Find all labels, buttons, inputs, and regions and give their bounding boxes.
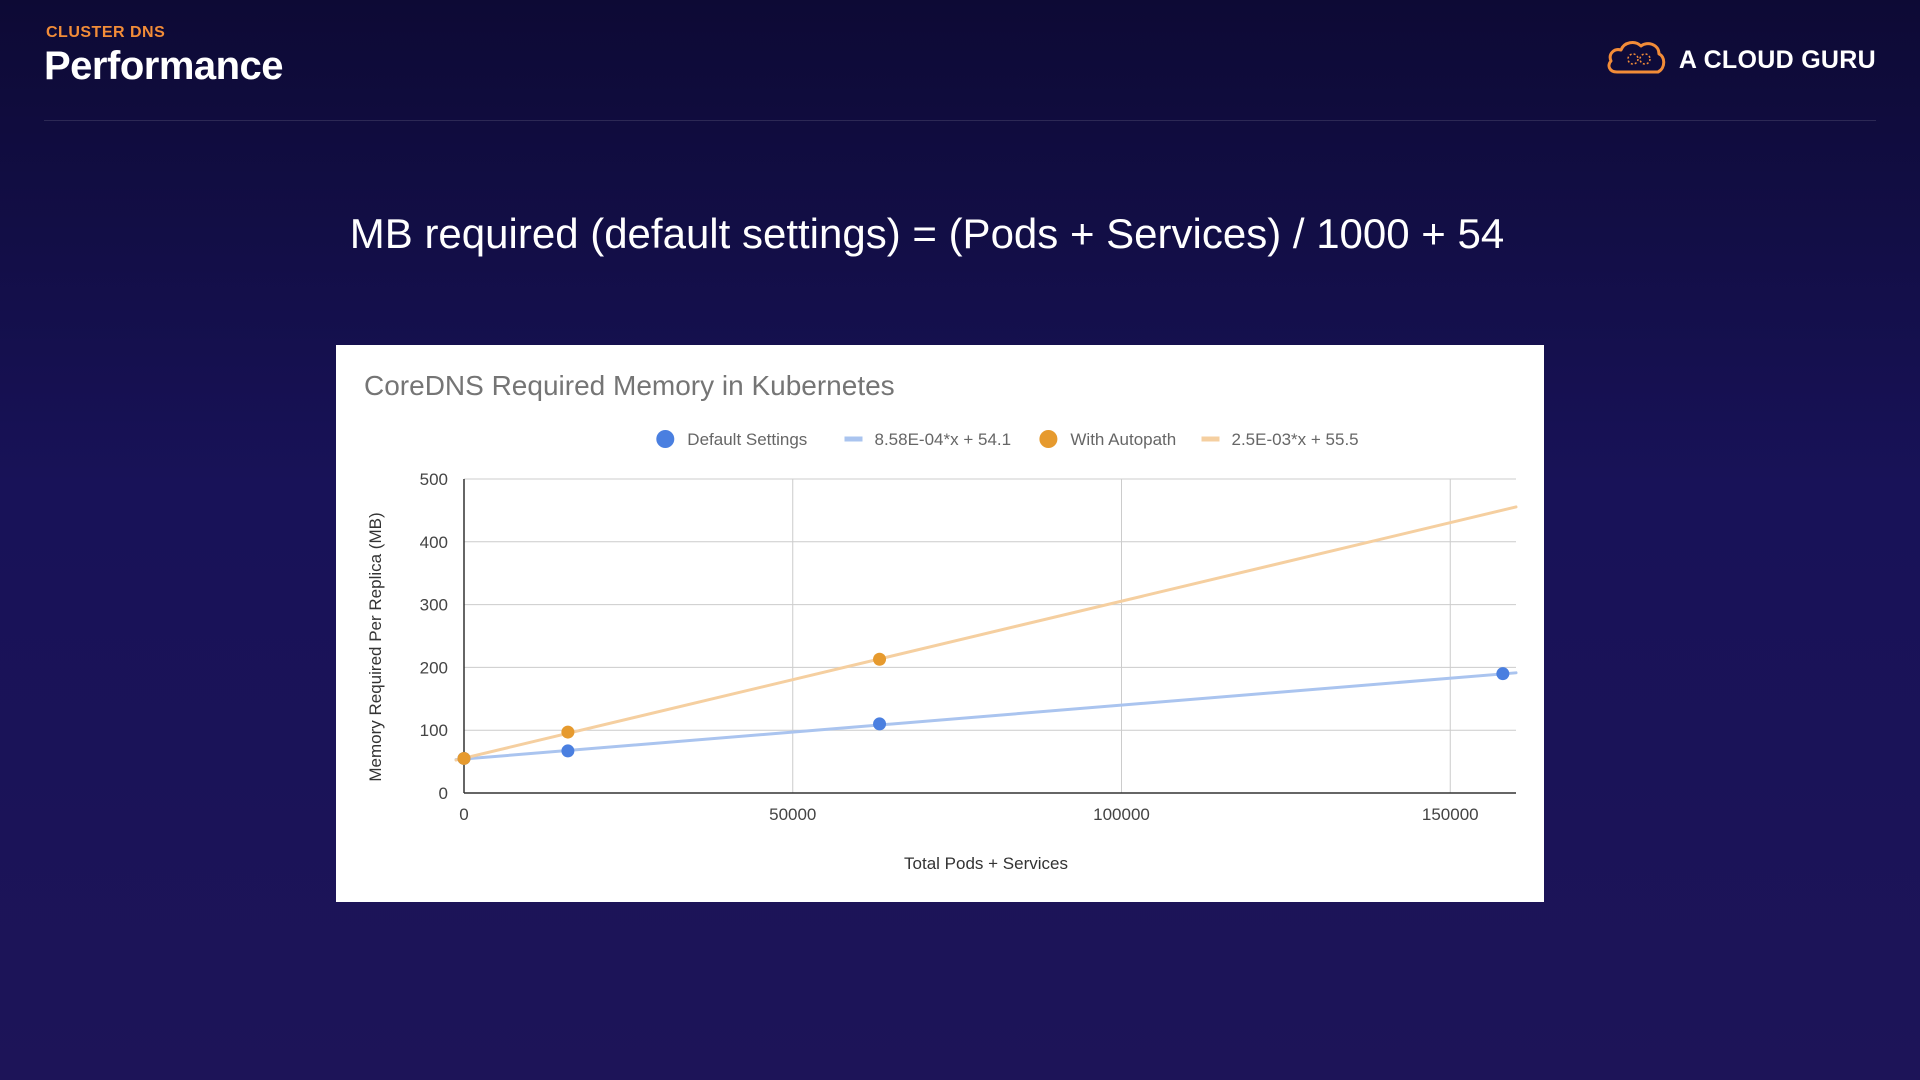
y-tick-label: 200 xyxy=(420,658,448,677)
chart-legend: Default Settings 8.58E-04*x + 54.1 With Au… xyxy=(656,430,1359,449)
trendline xyxy=(454,671,1518,762)
chart-trendlines xyxy=(454,505,1518,762)
x-axis-label: Total Pods + Services xyxy=(904,854,1068,873)
cloud-icon xyxy=(1605,38,1667,83)
x-tick-label: 0 xyxy=(459,805,468,824)
x-tick-label: 100000 xyxy=(1093,805,1150,824)
data-point xyxy=(457,751,471,765)
data-point xyxy=(873,652,887,666)
y-tick-label: 500 xyxy=(420,470,448,489)
x-tick-label: 50000 xyxy=(769,805,816,824)
chart-card: CoreDNS Required Memory in Kubernetes De… xyxy=(336,345,1544,902)
chart-points xyxy=(457,652,1510,765)
y-tick-label: 100 xyxy=(420,721,448,740)
legend-marker xyxy=(656,430,675,448)
legend-label: 8.58E-04*x + 54.1 xyxy=(875,430,1012,449)
y-tick-label: 0 xyxy=(439,784,448,803)
legend-marker xyxy=(1039,430,1058,448)
chart-grid xyxy=(464,478,1516,793)
page-title: Performance xyxy=(44,44,284,88)
data-point xyxy=(561,744,575,758)
memory-formula: MB required (default settings) = (Pods +… xyxy=(349,210,1505,257)
y-tick-label: 300 xyxy=(420,596,448,615)
trendline xyxy=(454,505,1518,762)
data-point xyxy=(1496,667,1510,681)
legend-label: With Autopath xyxy=(1070,430,1176,449)
header-divider xyxy=(44,120,1876,121)
memory-chart: CoreDNS Required Memory in Kubernetes De… xyxy=(364,370,1518,873)
data-point xyxy=(561,725,575,739)
data-point xyxy=(873,717,887,731)
brand-logo: A CLOUD GURU xyxy=(1605,38,1876,83)
brand-name: A CLOUD GURU xyxy=(1678,46,1876,74)
legend-label: Default Settings xyxy=(687,430,807,449)
y-tick-label: 400 xyxy=(420,533,448,552)
chart-title: CoreDNS Required Memory in Kubernetes xyxy=(364,370,895,401)
y-axis-label: Memory Required Per Replica (MB) xyxy=(366,512,385,781)
chart-axes xyxy=(463,479,1516,794)
section-kicker: CLUSTER DNS xyxy=(46,24,166,41)
legend-label: 2.5E-03*x + 55.5 xyxy=(1232,430,1359,449)
chart-ticks: 0 100 200 300 400 500 0 50000 100000 150000 xyxy=(420,470,1479,824)
x-tick-label: 150000 xyxy=(1422,805,1479,824)
